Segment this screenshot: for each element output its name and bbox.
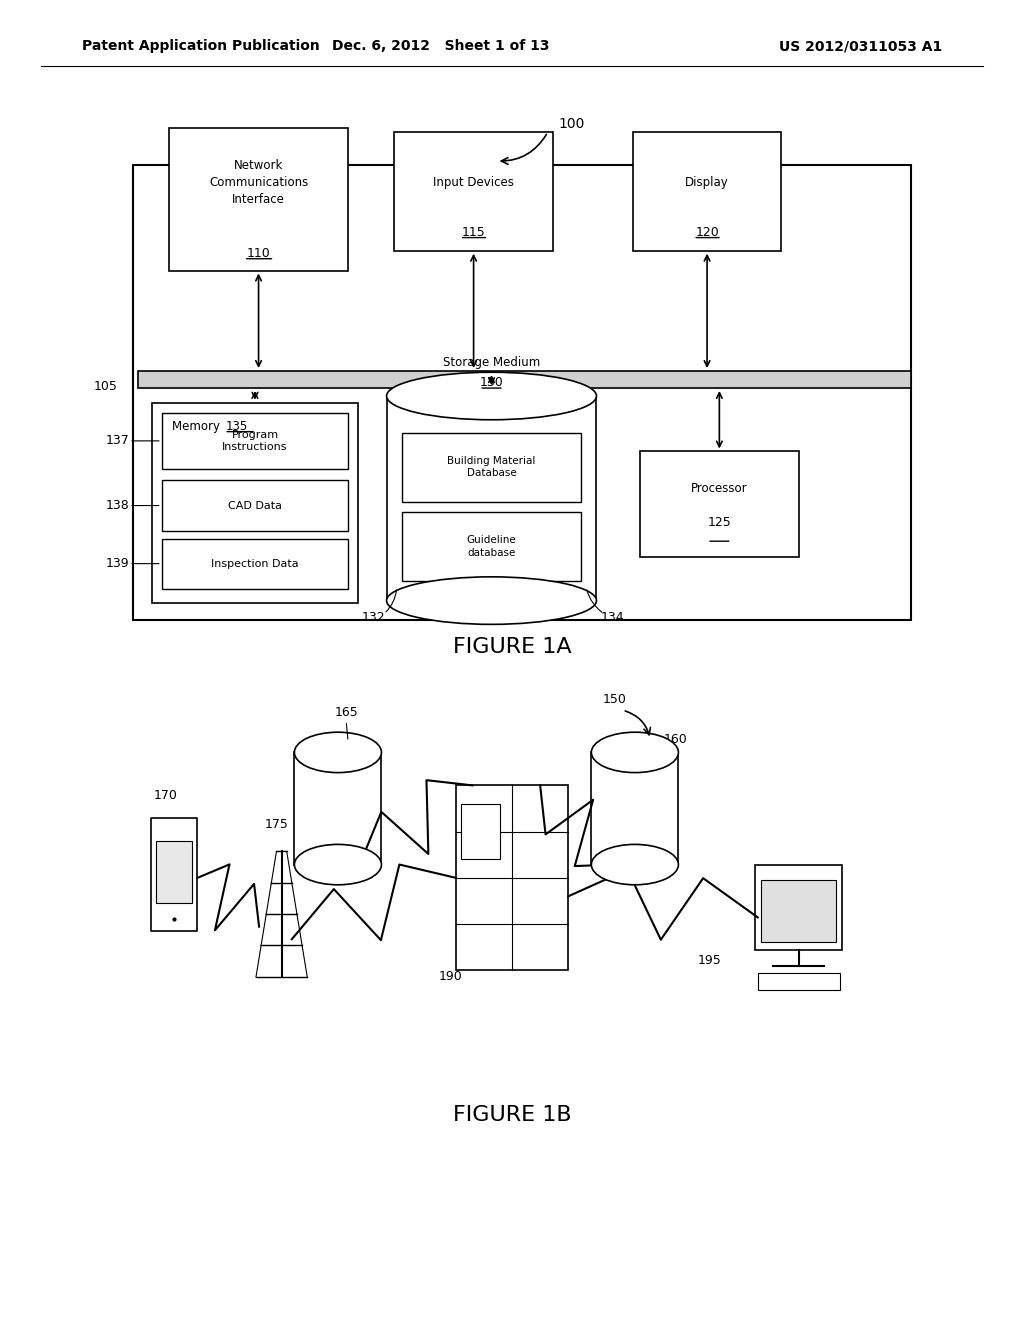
Text: 138: 138 xyxy=(105,499,130,512)
Text: US 2012/0311053 A1: US 2012/0311053 A1 xyxy=(779,40,942,53)
Text: 134: 134 xyxy=(600,611,625,624)
Bar xyxy=(461,804,500,859)
Text: 165: 165 xyxy=(334,706,358,719)
Bar xyxy=(295,752,382,865)
Bar xyxy=(758,973,840,990)
Text: Network
Communications
Interface: Network Communications Interface xyxy=(209,158,308,206)
FancyBboxPatch shape xyxy=(162,480,348,531)
Text: 160: 160 xyxy=(664,733,688,746)
FancyBboxPatch shape xyxy=(401,433,582,502)
Text: Processor: Processor xyxy=(691,482,748,495)
Text: 110: 110 xyxy=(247,247,270,260)
FancyBboxPatch shape xyxy=(138,371,911,388)
FancyBboxPatch shape xyxy=(152,403,358,603)
Text: 130: 130 xyxy=(479,376,504,389)
Text: 137: 137 xyxy=(105,434,130,447)
Text: 125: 125 xyxy=(708,516,731,529)
FancyArrowPatch shape xyxy=(346,723,348,739)
Text: 115: 115 xyxy=(462,226,485,239)
Text: Inspection Data: Inspection Data xyxy=(211,558,299,569)
Text: Memory: Memory xyxy=(172,420,224,433)
Text: Guideline
database: Guideline database xyxy=(467,536,516,557)
Text: 190: 190 xyxy=(438,970,463,983)
FancyBboxPatch shape xyxy=(640,451,799,557)
Ellipse shape xyxy=(592,733,678,772)
Text: 100: 100 xyxy=(558,117,585,131)
FancyArrowPatch shape xyxy=(502,135,547,164)
Bar xyxy=(157,841,193,903)
Text: Display: Display xyxy=(685,176,729,189)
Bar xyxy=(387,396,596,601)
Text: Input Devices: Input Devices xyxy=(433,176,514,189)
Text: 132: 132 xyxy=(361,611,386,624)
Ellipse shape xyxy=(295,733,381,772)
Text: 195: 195 xyxy=(697,954,722,968)
Text: Program
Instructions: Program Instructions xyxy=(222,430,288,451)
Bar xyxy=(152,818,197,931)
FancyArrowPatch shape xyxy=(626,711,650,735)
Text: Dec. 6, 2012   Sheet 1 of 13: Dec. 6, 2012 Sheet 1 of 13 xyxy=(332,40,549,53)
FancyBboxPatch shape xyxy=(169,128,348,271)
Text: FIGURE 1A: FIGURE 1A xyxy=(453,636,571,657)
Bar xyxy=(456,785,568,970)
FancyBboxPatch shape xyxy=(133,165,911,620)
Ellipse shape xyxy=(295,845,381,884)
FancyBboxPatch shape xyxy=(401,512,582,581)
FancyBboxPatch shape xyxy=(162,539,348,589)
Text: FIGURE 1B: FIGURE 1B xyxy=(453,1105,571,1126)
Bar xyxy=(762,880,836,942)
FancyBboxPatch shape xyxy=(633,132,781,251)
Bar xyxy=(592,752,678,865)
Text: Patent Application Publication: Patent Application Publication xyxy=(82,40,319,53)
Text: 135: 135 xyxy=(225,420,248,433)
Text: 139: 139 xyxy=(105,557,130,570)
Text: Building Material
Database: Building Material Database xyxy=(447,457,536,478)
Text: 170: 170 xyxy=(154,789,178,803)
FancyBboxPatch shape xyxy=(394,132,553,251)
Bar xyxy=(756,865,842,950)
FancyBboxPatch shape xyxy=(162,413,348,469)
Text: Storage Medium: Storage Medium xyxy=(443,356,540,370)
Text: 150: 150 xyxy=(602,693,627,706)
Text: 120: 120 xyxy=(695,226,719,239)
Text: CAD Data: CAD Data xyxy=(228,500,282,511)
Ellipse shape xyxy=(592,845,678,884)
Text: 175: 175 xyxy=(264,818,289,832)
Ellipse shape xyxy=(386,577,596,624)
Ellipse shape xyxy=(386,372,596,420)
Text: 105: 105 xyxy=(94,380,118,393)
